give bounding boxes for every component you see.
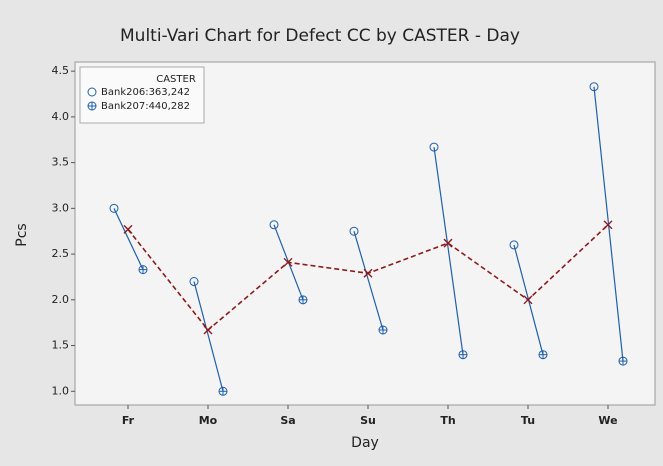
mean-point [443, 238, 453, 248]
data-point [349, 226, 359, 236]
x-tick-label: Th [440, 414, 455, 427]
data-point [429, 142, 439, 152]
legend-label: Bank207:440,282 [101, 101, 190, 112]
range-line [433, 146, 464, 355]
data-point [109, 203, 119, 213]
x-tick-label: Sa [280, 414, 295, 427]
x-tick-label: Tu [521, 414, 535, 427]
x-axis-label: Day [351, 435, 379, 451]
mean-point [523, 295, 533, 305]
range-line [113, 208, 144, 270]
y-tick-label: 2.5 [52, 247, 70, 260]
x-tick-label: Mo [199, 414, 218, 427]
x-tick-label: Fr [122, 414, 135, 427]
legend-label: Bank206:363,242 [101, 87, 190, 98]
data-point [589, 82, 599, 92]
y-tick-label: 3.5 [52, 156, 70, 169]
legend-title: CASTER [156, 74, 196, 85]
chart-title: Multi-Vari Chart for Defect CC by CASTER… [120, 26, 520, 46]
y-tick-label: 1.0 [52, 384, 70, 397]
data-point [189, 277, 199, 287]
mean-point [363, 268, 373, 278]
y-tick-label: 4.5 [52, 64, 70, 77]
data-point [269, 220, 279, 230]
mean-point [283, 257, 293, 267]
data-point [509, 240, 519, 250]
x-tick-label: We [598, 414, 617, 427]
y-axis-label: Pcs [14, 223, 30, 246]
range-line [353, 231, 384, 331]
x-tick-label: Su [360, 414, 376, 427]
mean-point [203, 325, 213, 335]
legend-box [79, 66, 205, 124]
range-line [193, 281, 224, 392]
y-tick-label: 4.0 [52, 110, 70, 123]
y-tick-label: 3.0 [52, 201, 70, 214]
mean-point [123, 224, 133, 234]
y-tick-label: 2.0 [52, 293, 70, 306]
y-tick-label: 1.5 [52, 339, 70, 352]
legend-marker [87, 87, 97, 97]
mean-point [603, 220, 613, 230]
